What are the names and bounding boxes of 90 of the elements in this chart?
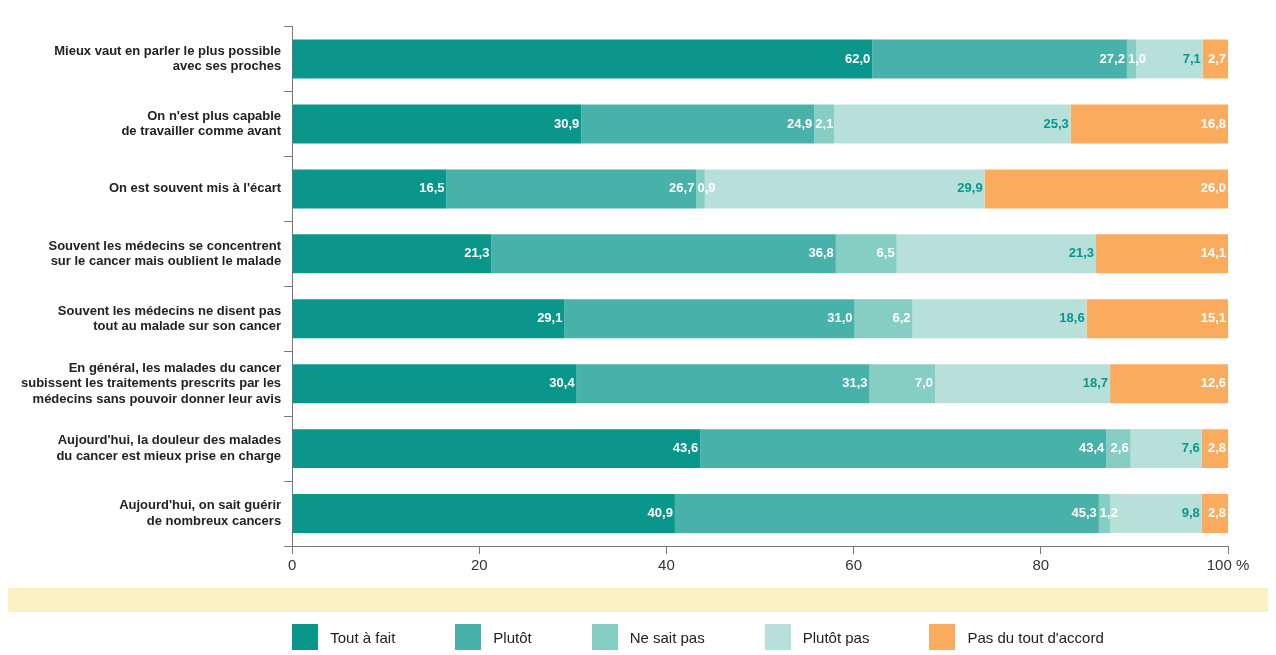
bar bbox=[935, 364, 1111, 404]
y-tick-label: Souvent les médecins se concentrent sur le cancer mais oublient le malade bbox=[48, 237, 282, 269]
data-label: 2,7 bbox=[1207, 50, 1226, 66]
bar bbox=[564, 299, 855, 339]
data-label: 30,9 bbox=[553, 115, 580, 131]
data-label: 36,8 bbox=[808, 245, 834, 261]
y-tick-label: Souvent les médecins ne disent pas tout au malade sur son cancer bbox=[57, 302, 282, 334]
data-label: 21,3 bbox=[1068, 245, 1095, 261]
y-tick-label: Aujourd'hui, on sait guérir de nombreux cancers bbox=[119, 497, 282, 528]
data-label: 18,6 bbox=[1059, 310, 1085, 326]
bar bbox=[912, 299, 1087, 339]
bar bbox=[1202, 39, 1228, 79]
y-tick-label: En général, les malades du cancer subissent les traitements prescrits par les médecins sans pouvoir donner leur avis bbox=[20, 359, 282, 406]
bar bbox=[700, 429, 1107, 469]
bar bbox=[984, 169, 1228, 209]
data-label: 2,8 bbox=[1207, 440, 1226, 456]
bar bbox=[292, 39, 873, 79]
legend-label: Pas du tout d'accord bbox=[967, 628, 1104, 646]
data-label: 2,8 bbox=[1207, 505, 1226, 521]
x-tick-label: 60 bbox=[845, 556, 862, 574]
bar bbox=[292, 494, 675, 534]
legend-label: Plutôt pas bbox=[802, 628, 870, 646]
data-label: 7,6 bbox=[1181, 440, 1200, 456]
data-label: 16,8 bbox=[1200, 115, 1226, 131]
data-label: 26,7 bbox=[669, 180, 695, 196]
data-label: 15,1 bbox=[1200, 310, 1226, 326]
data-label: 31,3 bbox=[842, 375, 868, 391]
bar bbox=[292, 364, 577, 404]
bar bbox=[835, 234, 897, 274]
data-label: 43,6 bbox=[672, 440, 699, 456]
bar bbox=[1110, 364, 1228, 404]
x-tick-label: 100 % bbox=[1206, 556, 1250, 574]
bar bbox=[581, 104, 815, 144]
legend-label: Tout à fait bbox=[330, 628, 396, 646]
data-label: 43,4 bbox=[1079, 440, 1106, 456]
x-tick-label: 40 bbox=[658, 556, 675, 574]
x-tick-label: 20 bbox=[470, 556, 488, 574]
data-label: 30,4 bbox=[549, 375, 576, 391]
data-label: 1,2 bbox=[1099, 505, 1118, 521]
data-label: 16,5 bbox=[419, 180, 445, 196]
bar bbox=[1130, 429, 1202, 469]
bar bbox=[1096, 234, 1228, 274]
bar bbox=[292, 299, 565, 339]
bar bbox=[674, 494, 1099, 534]
bar bbox=[292, 234, 492, 274]
bar bbox=[292, 104, 582, 144]
bar bbox=[896, 234, 1097, 274]
data-label: 1,0 bbox=[1127, 50, 1146, 66]
data-label: 29,9 bbox=[957, 180, 983, 196]
data-label: 2,1 bbox=[815, 115, 834, 131]
data-label: 6,5 bbox=[876, 245, 895, 261]
data-label: 18,7 bbox=[1082, 375, 1109, 391]
data-label: 2,6 bbox=[1110, 440, 1129, 456]
y-tick-label: On est souvent mis à l'écart bbox=[108, 180, 282, 196]
data-label: 21,3 bbox=[464, 245, 490, 261]
bar bbox=[872, 39, 1127, 79]
data-label: 62,0 bbox=[845, 50, 871, 66]
data-label: 27,2 bbox=[1099, 50, 1125, 66]
bar bbox=[1106, 429, 1131, 469]
data-label: 26,0 bbox=[1200, 180, 1226, 196]
data-label: 29,1 bbox=[537, 310, 563, 326]
bar bbox=[576, 364, 870, 404]
legend-label: Ne sait pas bbox=[629, 628, 705, 646]
data-label: 7,0 bbox=[914, 375, 934, 391]
bar bbox=[292, 429, 701, 469]
legend-label: Plutôt bbox=[493, 628, 532, 646]
data-label: 0,9 bbox=[697, 180, 716, 196]
y-tick-label: Aujourd'hui, la douleur des malades du cancer est mieux prise en charge bbox=[56, 432, 282, 463]
bar bbox=[1086, 299, 1228, 339]
y-tick-label: Mieux vaut en parler le plus possible avec ses proches bbox=[54, 42, 282, 74]
bar bbox=[292, 169, 447, 209]
data-label: 24,9 bbox=[787, 115, 813, 131]
bar bbox=[491, 234, 836, 274]
data-label: 9,8 bbox=[1181, 505, 1200, 521]
x-tick-label: 80 bbox=[1032, 556, 1050, 574]
bar bbox=[1070, 104, 1228, 144]
y-tick-label: On n'est plus capable de travailler comme avant bbox=[121, 107, 282, 139]
data-label: 31,0 bbox=[827, 310, 853, 326]
data-label: 7,1 bbox=[1182, 50, 1201, 66]
data-label: 12,6 bbox=[1200, 375, 1226, 391]
bar bbox=[854, 299, 913, 339]
data-label: 40,9 bbox=[647, 505, 673, 521]
data-label: 6,2 bbox=[892, 310, 911, 326]
bar bbox=[833, 104, 1071, 144]
bar bbox=[869, 364, 936, 404]
data-label: 14,1 bbox=[1200, 245, 1226, 261]
data-label: 25,3 bbox=[1043, 115, 1069, 131]
bar bbox=[446, 169, 697, 209]
data-label: 45,3 bbox=[1071, 505, 1097, 521]
x-tick-label: 0 bbox=[287, 556, 297, 574]
